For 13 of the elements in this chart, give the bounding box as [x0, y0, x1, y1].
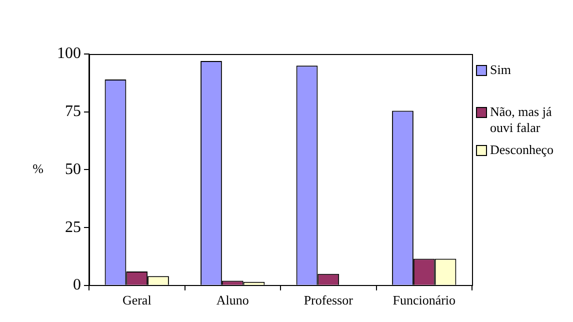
legend-label: Sim	[490, 62, 511, 78]
y-tick-label: 0	[73, 276, 81, 294]
y-tick-label: 100	[57, 45, 81, 62]
y-tick-label: 50	[65, 160, 81, 178]
legend-label: Desconheço	[490, 142, 554, 158]
x-tick-label: Geral	[122, 292, 152, 308]
y-tick-label: 75	[65, 103, 81, 120]
x-tick-label: Professor	[304, 292, 354, 308]
x-tick-label: Aluno	[216, 292, 249, 308]
legend-label: Não, mas já ouvi falar	[490, 104, 553, 136]
x-tick-label: Funcionário	[392, 292, 456, 308]
y-tick-label: 25	[65, 218, 81, 236]
y-axis-title: %	[32, 161, 44, 176]
